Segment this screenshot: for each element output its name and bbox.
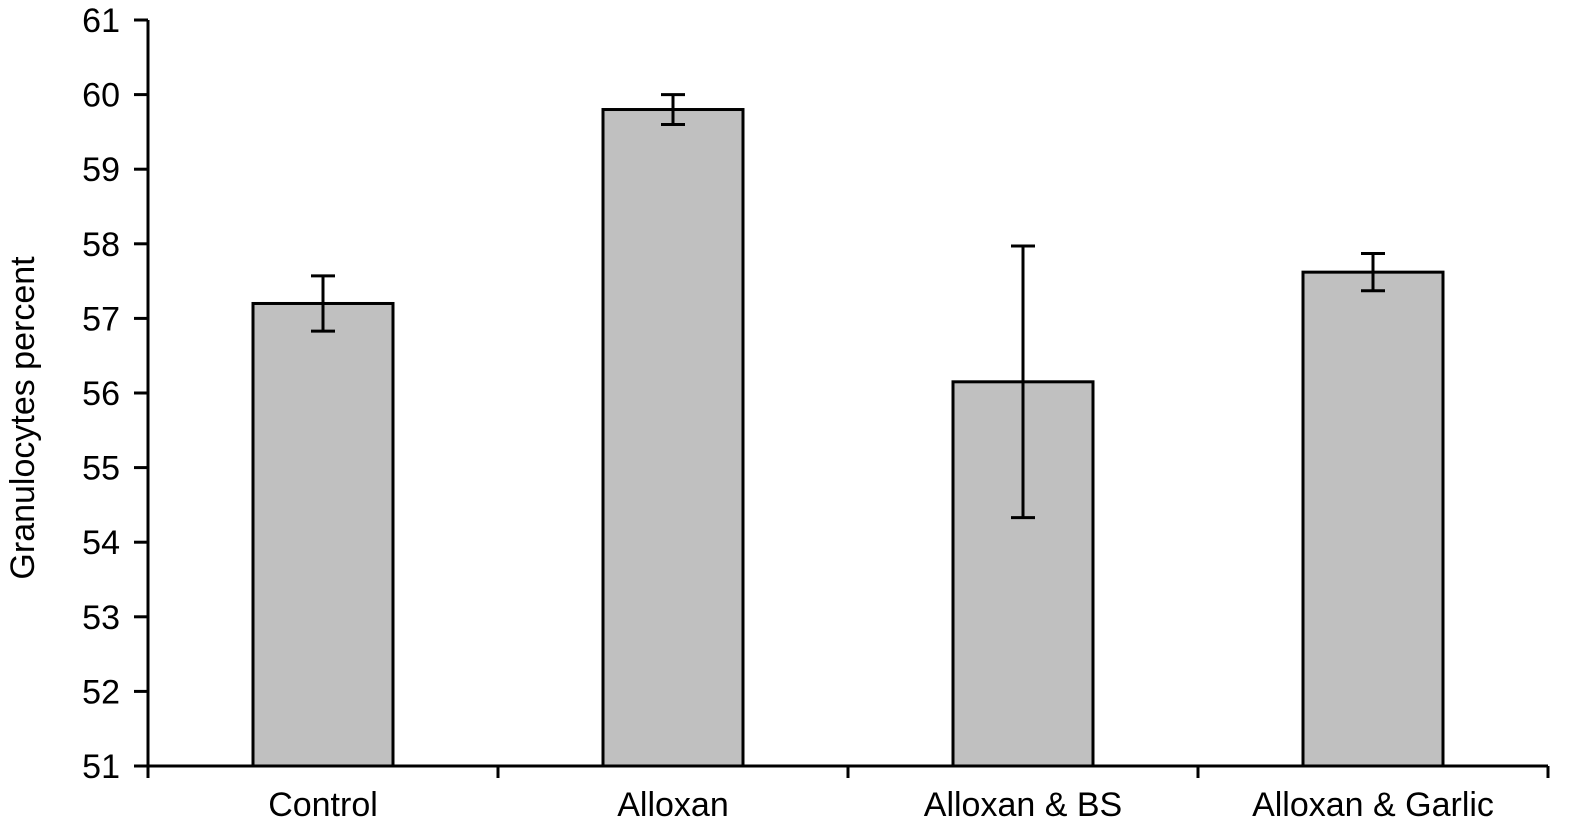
y-tick-label: 53 [82,599,120,637]
y-tick-label: 55 [82,450,120,488]
error-bar [661,93,685,126]
y-tick-label: 57 [82,300,120,338]
y-tick-label: 56 [82,375,120,413]
y-tick-label: 51 [82,748,120,786]
y-tick-label: 54 [82,524,120,562]
y-ticks: 51 52 53 54 55 56 57 58 59 60 61 [82,2,148,786]
x-tick-label: Alloxan & BS [924,786,1122,824]
x-ticks: Control Alloxan Alloxan & BS Alloxan & Garl… [146,766,1550,824]
y-tick-label: 60 [82,77,120,115]
y-tick-label: 61 [82,2,120,40]
error-bars-layer [311,93,1385,520]
x-tick-label: Alloxan [617,786,729,824]
y-axis-title: Granulocytes percent [4,256,42,580]
x-tick-label: Control [268,786,378,824]
y-tick-label: 52 [82,673,120,711]
bar-control [251,301,395,768]
y-tick-label: 59 [82,151,120,189]
bar-alloxan [601,108,745,768]
error-bar [311,274,335,333]
bars-layer [251,108,1445,768]
x-tick-label: Alloxan & Garlic [1252,786,1494,824]
error-bar [1011,244,1035,520]
y-tick-label: 58 [82,226,120,264]
bar-alloxan-garlic [1301,270,1445,768]
error-bar [1361,251,1385,293]
